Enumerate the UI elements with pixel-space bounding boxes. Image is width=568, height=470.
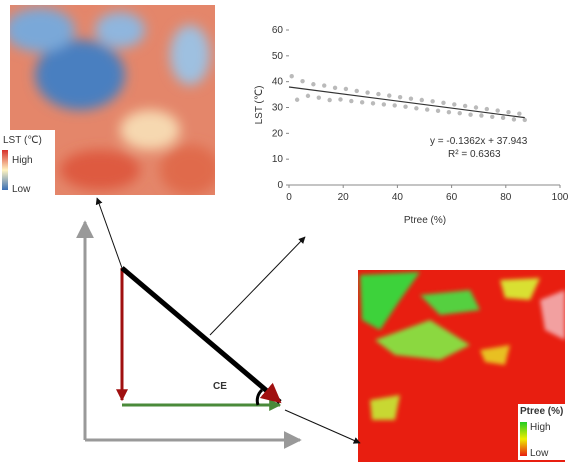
point (468, 113, 472, 117)
point (376, 92, 380, 96)
point (523, 118, 527, 122)
point (290, 74, 294, 78)
point (506, 110, 510, 114)
pointer-arrow (97, 198, 122, 268)
ptree-legend-low: Low (530, 448, 549, 459)
y-tick-label: 20 (272, 128, 284, 139)
pointer-arrow (285, 410, 360, 443)
point (360, 100, 364, 104)
point (365, 90, 369, 94)
pointer-arrow (210, 237, 305, 335)
point (474, 105, 478, 109)
y-tick-label: 50 (272, 51, 284, 62)
angle-label: CE (213, 381, 227, 392)
angle-arc (257, 390, 262, 405)
figure: LST (℃) High Low Ptree (%) High Low CE 0… (0, 0, 568, 465)
point (463, 104, 467, 108)
point (295, 98, 299, 102)
scatter-panel (255, 15, 565, 230)
point (441, 101, 445, 105)
black-arrow (122, 268, 280, 402)
x-axis-label: Ptree (%) (404, 215, 446, 226)
ptree-legend-bar (520, 422, 527, 456)
point (517, 112, 521, 116)
point (452, 102, 456, 106)
point (349, 99, 353, 103)
point (490, 115, 494, 119)
point (414, 106, 418, 110)
y-tick-label: 60 (272, 25, 284, 36)
x-tick-label: 40 (392, 192, 404, 203)
point (311, 82, 315, 86)
lst-legend-title: LST (℃) (3, 135, 42, 146)
point (436, 109, 440, 113)
x-tick-label: 60 (446, 192, 458, 203)
y-tick-label: 40 (272, 77, 284, 88)
lst-legend-high: High (12, 155, 33, 166)
point (420, 98, 424, 102)
y-tick-label: 10 (272, 154, 284, 165)
point (425, 107, 429, 111)
point (371, 101, 375, 105)
y-tick-label: 0 (277, 180, 283, 191)
point (355, 89, 359, 93)
point (300, 79, 304, 83)
point (485, 107, 489, 111)
point (501, 116, 505, 120)
point (333, 86, 337, 90)
point (306, 94, 310, 98)
point (458, 111, 462, 115)
diagram: CE (85, 198, 360, 443)
point (409, 97, 413, 101)
point (512, 117, 516, 121)
point (344, 87, 348, 91)
x-tick-label: 80 (500, 192, 512, 203)
point (392, 103, 396, 107)
point (322, 83, 326, 87)
point (403, 105, 407, 109)
y-axis-label: LST (℃) (254, 86, 265, 125)
point (317, 95, 321, 99)
ptree-legend-high: High (530, 422, 551, 433)
point (430, 99, 434, 103)
point (447, 110, 451, 114)
point (338, 97, 342, 101)
equation: y = -0.1362x + 37.943 (430, 136, 528, 147)
lst-legend-bar (2, 150, 8, 190)
ptree-legend-title: Ptree (%) (520, 406, 563, 417)
point (495, 108, 499, 112)
x-tick-label: 20 (338, 192, 350, 203)
point (382, 102, 386, 106)
r-squared: R² = 0.6363 (448, 149, 501, 160)
y-tick-label: 30 (272, 103, 284, 114)
point (479, 113, 483, 117)
x-tick-label: 0 (286, 192, 292, 203)
point (398, 95, 402, 99)
lst-legend-low: Low (12, 184, 31, 195)
x-tick-label: 100 (552, 192, 568, 203)
point (327, 98, 331, 102)
point (387, 93, 391, 97)
